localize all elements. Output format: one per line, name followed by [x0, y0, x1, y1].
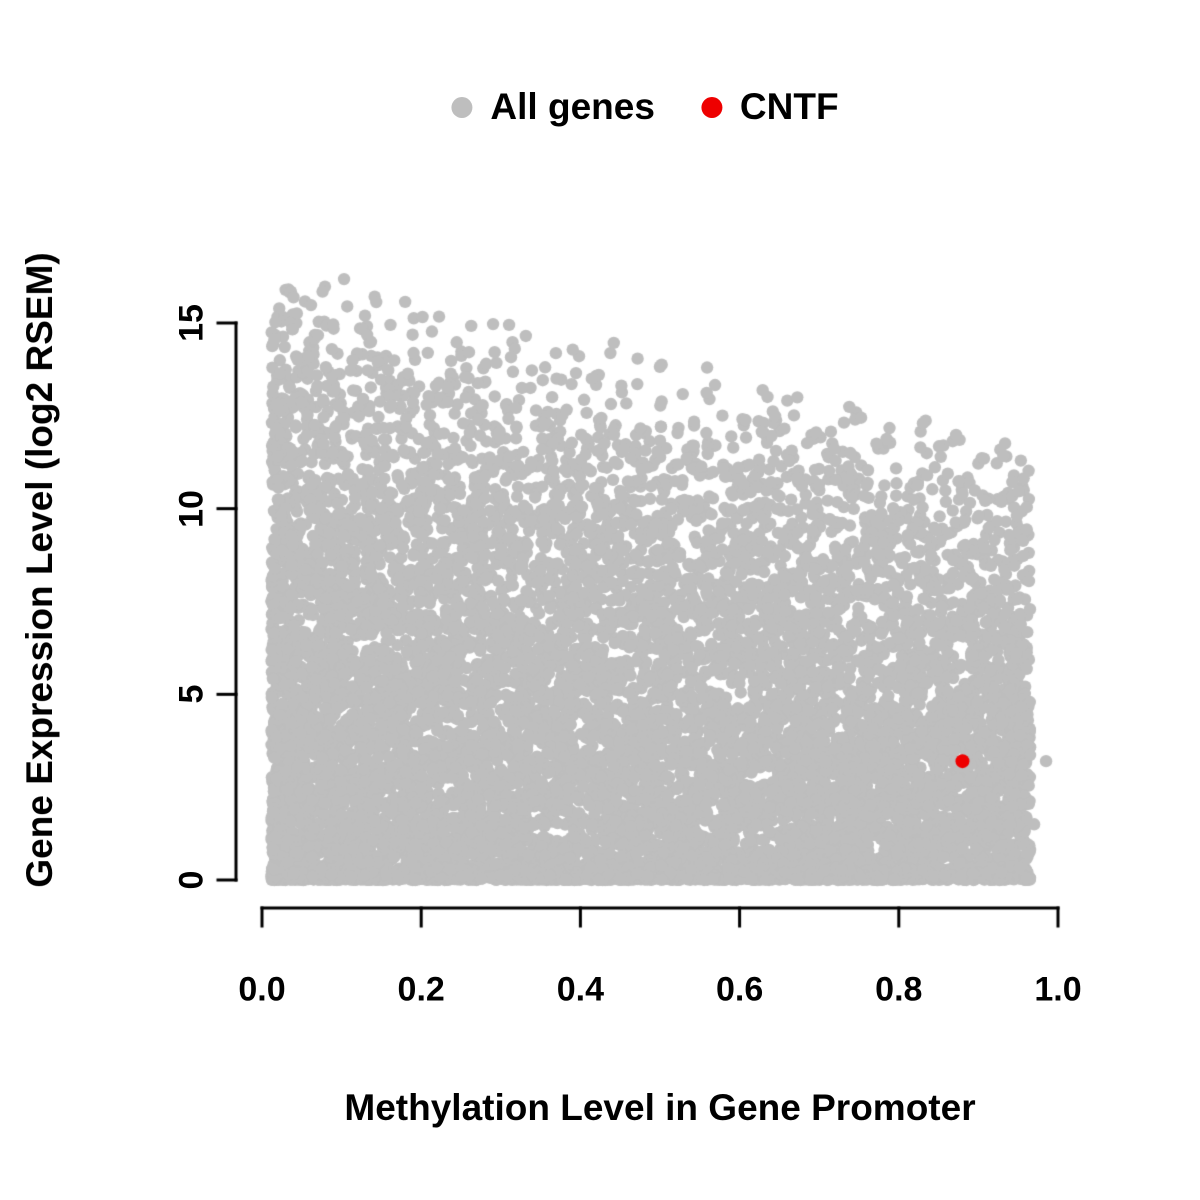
legend-label-cntf: CNTF	[739, 86, 839, 127]
legend-item-cntf: CNTF	[700, 86, 839, 128]
y-tick-label: 0	[172, 870, 211, 890]
legend-item-all-genes: All genes	[451, 86, 655, 128]
x-tick-label: 0.2	[397, 970, 445, 1009]
x-tick-label: 0.6	[715, 970, 764, 1009]
y-tick-label: 10	[172, 489, 211, 528]
legend: All genes CNTF	[451, 86, 839, 128]
x-tick-label: 0.0	[238, 970, 286, 1009]
y-axis-title: Gene Expression Level (log2 RSEM)	[19, 252, 60, 888]
legend-marker-cntf-icon	[700, 96, 722, 118]
y-tick-label: 5	[172, 684, 211, 704]
x-axis-title: Methylation Level in Gene Promoter	[344, 1087, 976, 1128]
legend-marker-all-genes-icon	[451, 96, 473, 118]
y-tick-label: 15	[172, 304, 211, 342]
x-tick-label: 0.4	[556, 970, 605, 1009]
legend-label-all-genes: All genes	[490, 86, 655, 127]
x-tick-label: 0.8	[875, 970, 923, 1009]
x-tick-label: 1.0	[1034, 970, 1082, 1009]
